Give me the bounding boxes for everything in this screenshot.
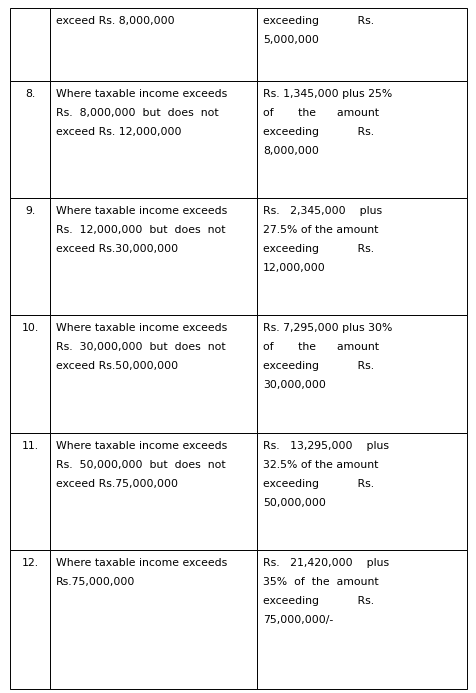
Text: Rs.  8,000,000  but  does  not: Rs. 8,000,000 but does not xyxy=(56,107,218,118)
Bar xyxy=(50,315,256,433)
Text: of       the      amount: of the amount xyxy=(262,107,378,118)
Bar xyxy=(50,8,256,80)
Bar xyxy=(256,8,466,80)
Text: exceeding           Rs.: exceeding Rs. xyxy=(262,596,373,606)
Text: exceed Rs.50,000,000: exceed Rs.50,000,000 xyxy=(56,362,178,371)
Text: 8.: 8. xyxy=(25,89,35,98)
Text: exceeding           Rs.: exceeding Rs. xyxy=(262,16,373,26)
Text: 10.: 10. xyxy=(21,324,39,333)
Bar xyxy=(50,433,256,550)
Text: 12.: 12. xyxy=(21,559,39,568)
Text: exceed Rs.30,000,000: exceed Rs.30,000,000 xyxy=(56,244,178,254)
Bar xyxy=(256,80,466,198)
Bar xyxy=(256,315,466,433)
Text: 75,000,000/-: 75,000,000/- xyxy=(262,615,332,625)
Text: Rs.   13,295,000    plus: Rs. 13,295,000 plus xyxy=(262,441,388,451)
Text: exceeding           Rs.: exceeding Rs. xyxy=(262,362,373,371)
Text: 11.: 11. xyxy=(21,441,39,451)
Text: Where taxable income exceeds: Where taxable income exceeds xyxy=(56,89,227,98)
Bar xyxy=(50,550,256,689)
Bar xyxy=(256,433,466,550)
Text: 9.: 9. xyxy=(25,206,35,216)
Bar xyxy=(256,198,466,315)
Text: Rs.   21,420,000    plus: Rs. 21,420,000 plus xyxy=(262,559,388,568)
Text: Rs.  50,000,000  but  does  not: Rs. 50,000,000 but does not xyxy=(56,460,225,470)
Bar xyxy=(10,550,50,689)
Text: 35%  of  the  amount: 35% of the amount xyxy=(262,577,377,587)
Bar xyxy=(10,80,50,198)
Text: exceed Rs. 12,000,000: exceed Rs. 12,000,000 xyxy=(56,127,181,137)
Text: Rs.75,000,000: Rs.75,000,000 xyxy=(56,577,135,587)
Text: 5,000,000: 5,000,000 xyxy=(262,35,318,45)
Text: Rs. 7,295,000 plus 30%: Rs. 7,295,000 plus 30% xyxy=(262,324,391,333)
Text: Where taxable income exceeds: Where taxable income exceeds xyxy=(56,559,227,568)
Bar xyxy=(50,198,256,315)
Text: Rs.  12,000,000  but  does  not: Rs. 12,000,000 but does not xyxy=(56,225,225,235)
Bar xyxy=(10,198,50,315)
Text: Rs.   2,345,000    plus: Rs. 2,345,000 plus xyxy=(262,206,381,216)
Text: Where taxable income exceeds: Where taxable income exceeds xyxy=(56,441,227,451)
Text: exceeding           Rs.: exceeding Rs. xyxy=(262,479,373,489)
Bar xyxy=(10,433,50,550)
Text: 30,000,000: 30,000,000 xyxy=(262,380,325,390)
Bar xyxy=(256,550,466,689)
Text: Where taxable income exceeds: Where taxable income exceeds xyxy=(56,206,227,216)
Text: Where taxable income exceeds: Where taxable income exceeds xyxy=(56,324,227,333)
Text: 27.5% of the amount: 27.5% of the amount xyxy=(262,225,377,235)
Text: 12,000,000: 12,000,000 xyxy=(262,263,325,273)
Text: Rs. 1,345,000 plus 25%: Rs. 1,345,000 plus 25% xyxy=(262,89,391,98)
Text: Rs.  30,000,000  but  does  not: Rs. 30,000,000 but does not xyxy=(56,342,225,353)
Bar xyxy=(10,315,50,433)
Text: 32.5% of the amount: 32.5% of the amount xyxy=(262,460,377,470)
Bar xyxy=(50,80,256,198)
Bar xyxy=(10,8,50,80)
Text: of       the      amount: of the amount xyxy=(262,342,378,353)
Text: exceed Rs. 8,000,000: exceed Rs. 8,000,000 xyxy=(56,16,175,26)
Text: exceeding           Rs.: exceeding Rs. xyxy=(262,244,373,254)
Text: exceeding           Rs.: exceeding Rs. xyxy=(262,127,373,137)
Text: exceed Rs.75,000,000: exceed Rs.75,000,000 xyxy=(56,479,178,489)
Text: 8,000,000: 8,000,000 xyxy=(262,146,318,156)
Text: 50,000,000: 50,000,000 xyxy=(262,498,325,508)
